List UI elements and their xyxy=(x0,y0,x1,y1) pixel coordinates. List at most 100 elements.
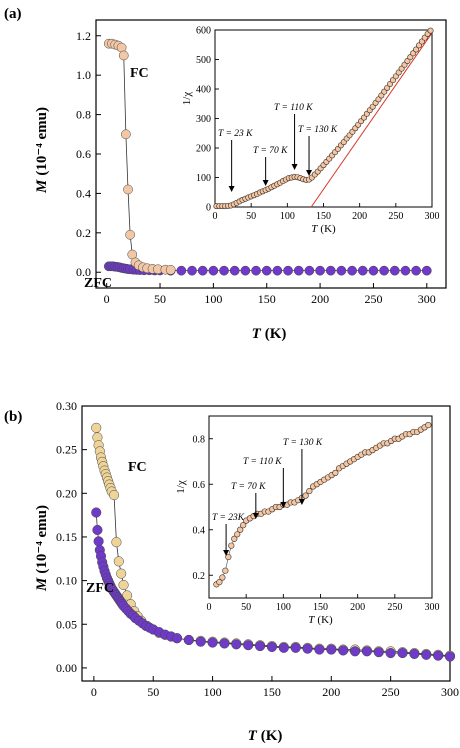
panel-b-inset-point xyxy=(425,422,432,429)
panel-b-fc-point xyxy=(109,489,120,501)
panel-a-inset-xtick-label: 250 xyxy=(388,211,403,222)
panel-b-ytick-label: 0.25 xyxy=(56,443,77,457)
panel-b-zfc-point xyxy=(231,639,242,650)
panel-b-ytick-label: 0.10 xyxy=(56,574,77,588)
panel-b-inset-xtick-label: 200 xyxy=(350,602,365,613)
panel-b-ylabel-unit: (10⁻⁴ emu) xyxy=(34,505,50,574)
panel-a-inset-ylabel: 1/χ xyxy=(181,92,193,106)
panel-b-fc-point xyxy=(91,422,102,433)
panel-a-zfc-point xyxy=(219,265,229,276)
panel-b-inset-arrow-head xyxy=(252,513,259,519)
panel-b-zfc-point xyxy=(207,637,218,648)
panel-a-xtick-label: 250 xyxy=(364,292,382,306)
panel-b-zfc-point xyxy=(349,646,361,657)
panel-a-fc-point xyxy=(125,229,135,240)
panel-b-inset-annotation: T = 110 K xyxy=(243,457,282,467)
panel-b-inset-point xyxy=(219,574,226,581)
panel-a-inset-arrow-head xyxy=(306,170,313,176)
panel-a-fc-point xyxy=(123,184,133,195)
panel-b-xtick-label: 300 xyxy=(441,685,459,699)
panel-b-inset-arrow-head xyxy=(223,550,230,556)
panel-b-xlabel: T (K) xyxy=(248,728,283,744)
panel-b-ytick-label: 0.20 xyxy=(56,486,77,500)
panel-b-zfc-annotation: ZFC xyxy=(86,581,114,596)
panel-a-inset-point xyxy=(413,46,420,53)
panel-b-zfc-point xyxy=(338,645,349,656)
panel-b-zfc-point xyxy=(91,507,102,518)
panel-a-inset-xlabel-unit: (K) xyxy=(320,223,336,235)
panel-b-inset-arrow-head xyxy=(298,499,305,505)
panel-a-inset-xtick-label: 50 xyxy=(246,211,256,222)
panel-a-ytick-label: 0.0 xyxy=(76,265,91,279)
panel-b-xtick-label: 250 xyxy=(382,685,400,699)
panel-a-zfc-annotation: ZFC xyxy=(84,276,112,291)
panel-b-zfc-point xyxy=(171,633,183,644)
panel-b-xtick-label: 100 xyxy=(204,685,222,699)
panel-a-xtick-label: 50 xyxy=(154,292,166,306)
panel-b-inset-annotation: T = 130 K xyxy=(283,438,323,448)
panel-a-fc-point xyxy=(118,50,129,61)
panel-a-xlabel-symbol: T xyxy=(252,326,262,342)
panel-b-ytick-label: 0.15 xyxy=(56,530,77,544)
panel-a-xtick-label: 300 xyxy=(418,292,436,306)
panel-a-inset-ytick-label: 0 xyxy=(206,203,211,214)
panel-a-xtick-label: 0 xyxy=(104,292,110,306)
panel-a-zfc-point xyxy=(315,265,325,276)
panel-a-fc-point xyxy=(121,129,131,140)
panel-b-fc-point xyxy=(118,579,129,591)
panel-a-zfc-point xyxy=(272,265,283,276)
panel-a-zfc-point xyxy=(240,265,251,276)
panel-b-inset-point xyxy=(302,492,309,499)
panel-b-inset-point xyxy=(231,535,238,542)
panel-a-zfc-point xyxy=(336,265,347,276)
panel-a-ylabel-unit: (10⁻⁴ emu) xyxy=(34,107,50,176)
panel-b-inset-xtick-label: 50 xyxy=(241,602,251,613)
panel-b-zfc-point xyxy=(243,640,254,651)
panel-b-zfc-point xyxy=(409,648,420,659)
panel-a-zfc-point xyxy=(357,265,368,276)
panel-b-inset-xtick-label: 150 xyxy=(313,602,328,613)
panel-b-zfc-point xyxy=(361,646,372,657)
panel-b-inset-ytick-label: 0.6 xyxy=(193,480,206,491)
panel-b-zfc-point xyxy=(302,643,313,654)
panel-a-xtick-label: 200 xyxy=(311,292,329,306)
panel-a-inset-ytick-label: 600 xyxy=(196,26,211,37)
panel-a-inset-ytick-label: 300 xyxy=(196,114,211,125)
panel-a-zfc-point xyxy=(347,265,357,276)
panel-a-inset-xlabel-symbol: T xyxy=(311,223,318,235)
panel-a-zfc-point xyxy=(283,265,293,276)
panel-b-inset-xtick-label: 0 xyxy=(207,602,212,613)
panel-a-inset-annotation: T = 110 K xyxy=(274,103,313,113)
panel-a-fc-point xyxy=(165,265,176,275)
panel-a-zfc-point xyxy=(325,265,336,276)
panel-b-inset-point xyxy=(306,487,313,495)
panel-b-xtick-label: 200 xyxy=(322,685,340,699)
panel-a-ytick-label: 1.2 xyxy=(76,29,91,43)
panel-a-xlabel-unit: (K) xyxy=(265,326,287,342)
panel-b-xlabel-unit: (K) xyxy=(261,728,283,744)
panel-a-inset-xtick-label: 0 xyxy=(213,211,218,222)
panel-a-ytick-label: 0.2 xyxy=(76,226,91,240)
panel-b-ylabel: M (10⁻⁴ emu) xyxy=(34,505,50,592)
panel-a-inset-ytick-label: 400 xyxy=(196,85,211,96)
panel-b-inset-point xyxy=(332,469,339,476)
panel-b-zfc-point xyxy=(433,650,444,661)
panel-a-inset-xtick-label: 150 xyxy=(316,211,331,222)
panel-b-inset-point xyxy=(222,567,229,574)
panel-a-zfc-point xyxy=(261,265,272,276)
panel-a-inset-annotation: T = 130 K xyxy=(298,125,338,135)
panel-b-fc-point xyxy=(116,568,127,579)
panel-b-inset-xlabel: T (K) xyxy=(308,614,333,626)
panel-b-zfc-point xyxy=(397,648,408,659)
panel-b-inset-annotation: T = 23K xyxy=(212,513,245,523)
panel-b-fc-point xyxy=(113,556,124,567)
panel-b-inset-ytick-label: 0.8 xyxy=(193,434,206,445)
panel-a-inset-xtick-label: 300 xyxy=(425,211,440,222)
panel-b-zfc-point xyxy=(385,648,396,659)
panel-a-ytick-label: 0.8 xyxy=(76,108,91,122)
panel-b-inset-point xyxy=(237,526,244,533)
panel-b-inset-arrow-head xyxy=(280,502,287,508)
panel-b-inset-point xyxy=(225,553,232,561)
panel-a-inset-ytick-label: 100 xyxy=(196,173,211,184)
panel-a-zfc-point xyxy=(208,265,219,276)
